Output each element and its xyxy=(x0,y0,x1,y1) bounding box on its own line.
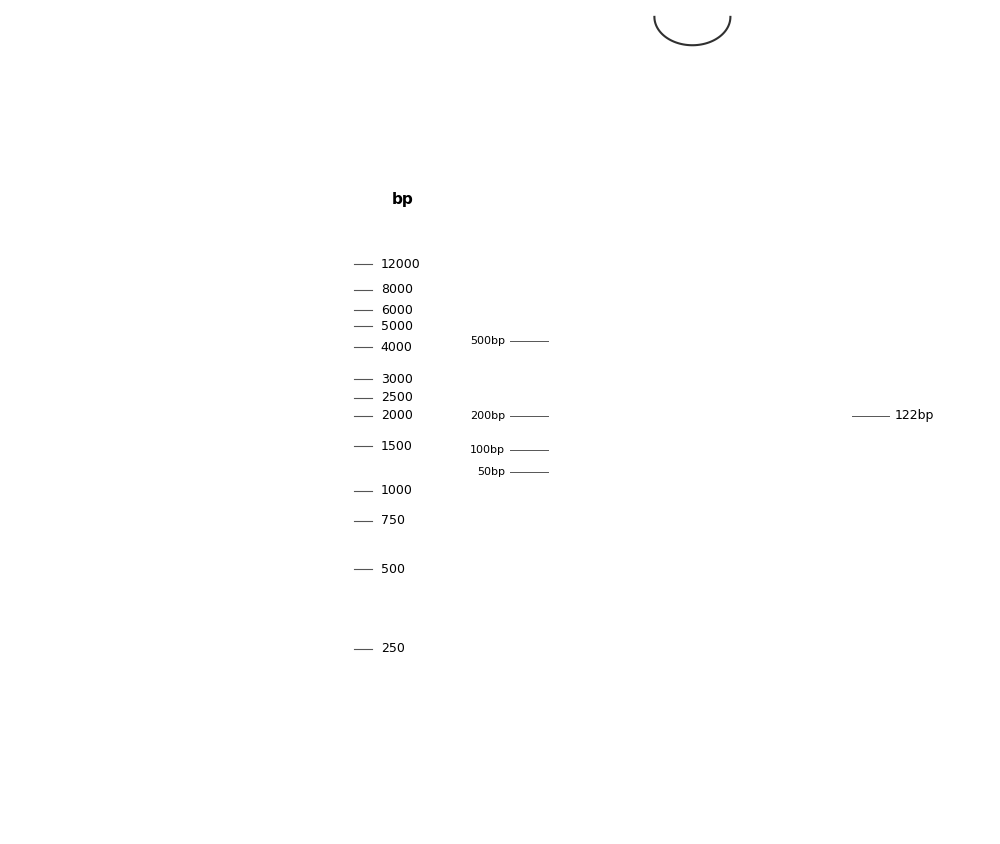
Text: M: M xyxy=(600,36,618,54)
Text: 1: 1 xyxy=(93,36,105,54)
Text: 3000: 3000 xyxy=(381,372,413,386)
Text: 122bp: 122bp xyxy=(895,409,934,422)
Text: 500bp: 500bp xyxy=(470,336,505,346)
Text: 2500: 2500 xyxy=(381,391,413,404)
Text: 50bp: 50bp xyxy=(477,468,505,477)
Text: bp: bp xyxy=(392,192,414,207)
Text: 8000: 8000 xyxy=(381,284,413,296)
Text: 2000: 2000 xyxy=(381,409,413,422)
Text: 200bp: 200bp xyxy=(470,410,505,420)
Text: 6000: 6000 xyxy=(381,304,413,316)
Text: B: B xyxy=(532,783,549,803)
Text: A: A xyxy=(42,783,59,803)
Text: M: M xyxy=(275,36,293,54)
Text: 100bp: 100bp xyxy=(470,445,505,455)
Text: 250: 250 xyxy=(381,642,405,656)
Text: 1: 1 xyxy=(770,36,782,54)
Text: 5000: 5000 xyxy=(381,320,413,333)
Text: 1000: 1000 xyxy=(381,484,413,497)
Text: 1500: 1500 xyxy=(381,440,413,453)
Text: 500: 500 xyxy=(381,563,405,576)
Text: 750: 750 xyxy=(381,514,405,528)
Text: 4000: 4000 xyxy=(381,341,413,354)
Text: 12000: 12000 xyxy=(381,257,421,271)
